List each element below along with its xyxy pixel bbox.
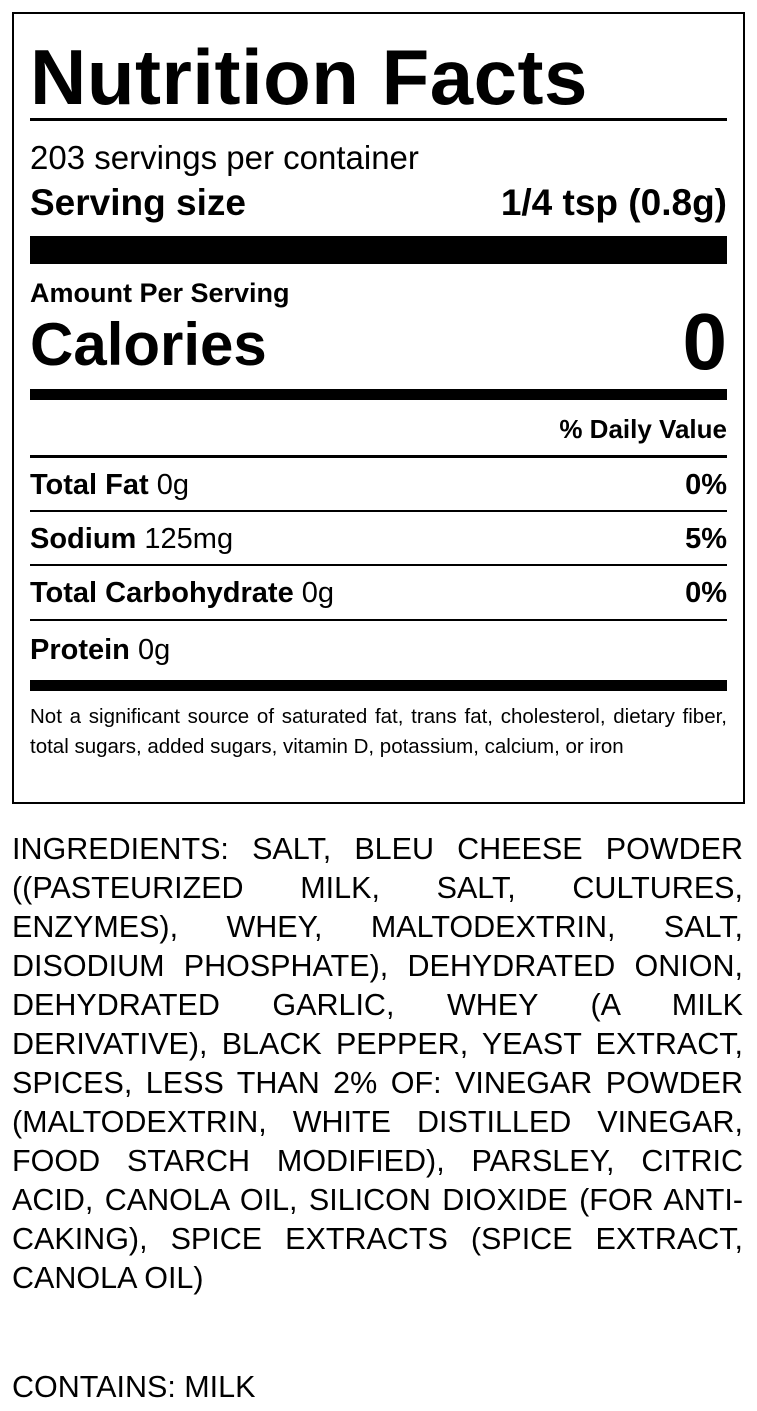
thick-divider [30, 236, 727, 264]
medium-divider [30, 680, 727, 691]
nutrient-dv: 5% [685, 523, 727, 555]
allergen-statement: CONTAINS: MILK [12, 1370, 256, 1404]
divider [30, 455, 727, 458]
nutrient-dv: 0% [685, 469, 727, 501]
footnote: Not a significant source of saturated fa… [30, 705, 727, 758]
nutrient-row-protein: Protein 0g [30, 634, 727, 666]
nutrient-row-total-carbohydrate: Total Carbohydrate 0g 0% [30, 577, 727, 609]
divider [30, 564, 727, 566]
divider [30, 619, 727, 621]
nutrient-row-sodium: Sodium 125mg 5% [30, 523, 727, 555]
nutrient-name: Sodium [30, 523, 137, 555]
nutrient-dv: 0% [685, 577, 727, 609]
ingredients-text: INGREDIENTS: SALT, BLEU CHEESE POWDER ((… [12, 832, 743, 1295]
divider [30, 118, 727, 121]
nutrient-amount: 0g [301, 577, 335, 609]
amount-per-serving: Amount Per Serving [30, 278, 290, 308]
divider [30, 510, 727, 512]
daily-value-header: % Daily Value [559, 414, 727, 444]
nutrient-name: Protein [30, 634, 130, 666]
nutrient-amount: 125mg [144, 523, 234, 555]
calories-value: 0 [682, 297, 728, 386]
serving-size-value: 1/4 tsp (0.8g) [500, 182, 727, 223]
medium-divider [30, 389, 727, 400]
nutrient-amount: 0g [137, 634, 171, 666]
nutrient-amount: 0g [156, 469, 190, 501]
serving-size-label: Serving size [30, 182, 246, 223]
calories-label: Calories [30, 311, 267, 378]
nutrient-name: Total Fat [30, 469, 149, 501]
nutrition-facts-label: Nutrition Facts 203 servings per contain… [12, 12, 745, 804]
servings-per-container: 203 servings per container [30, 139, 419, 176]
nutrient-name: Total Carbohydrate [30, 577, 294, 609]
label-title: Nutrition Facts [30, 33, 588, 121]
nutrient-row-total-fat: Total Fat 0g 0% [30, 469, 727, 501]
